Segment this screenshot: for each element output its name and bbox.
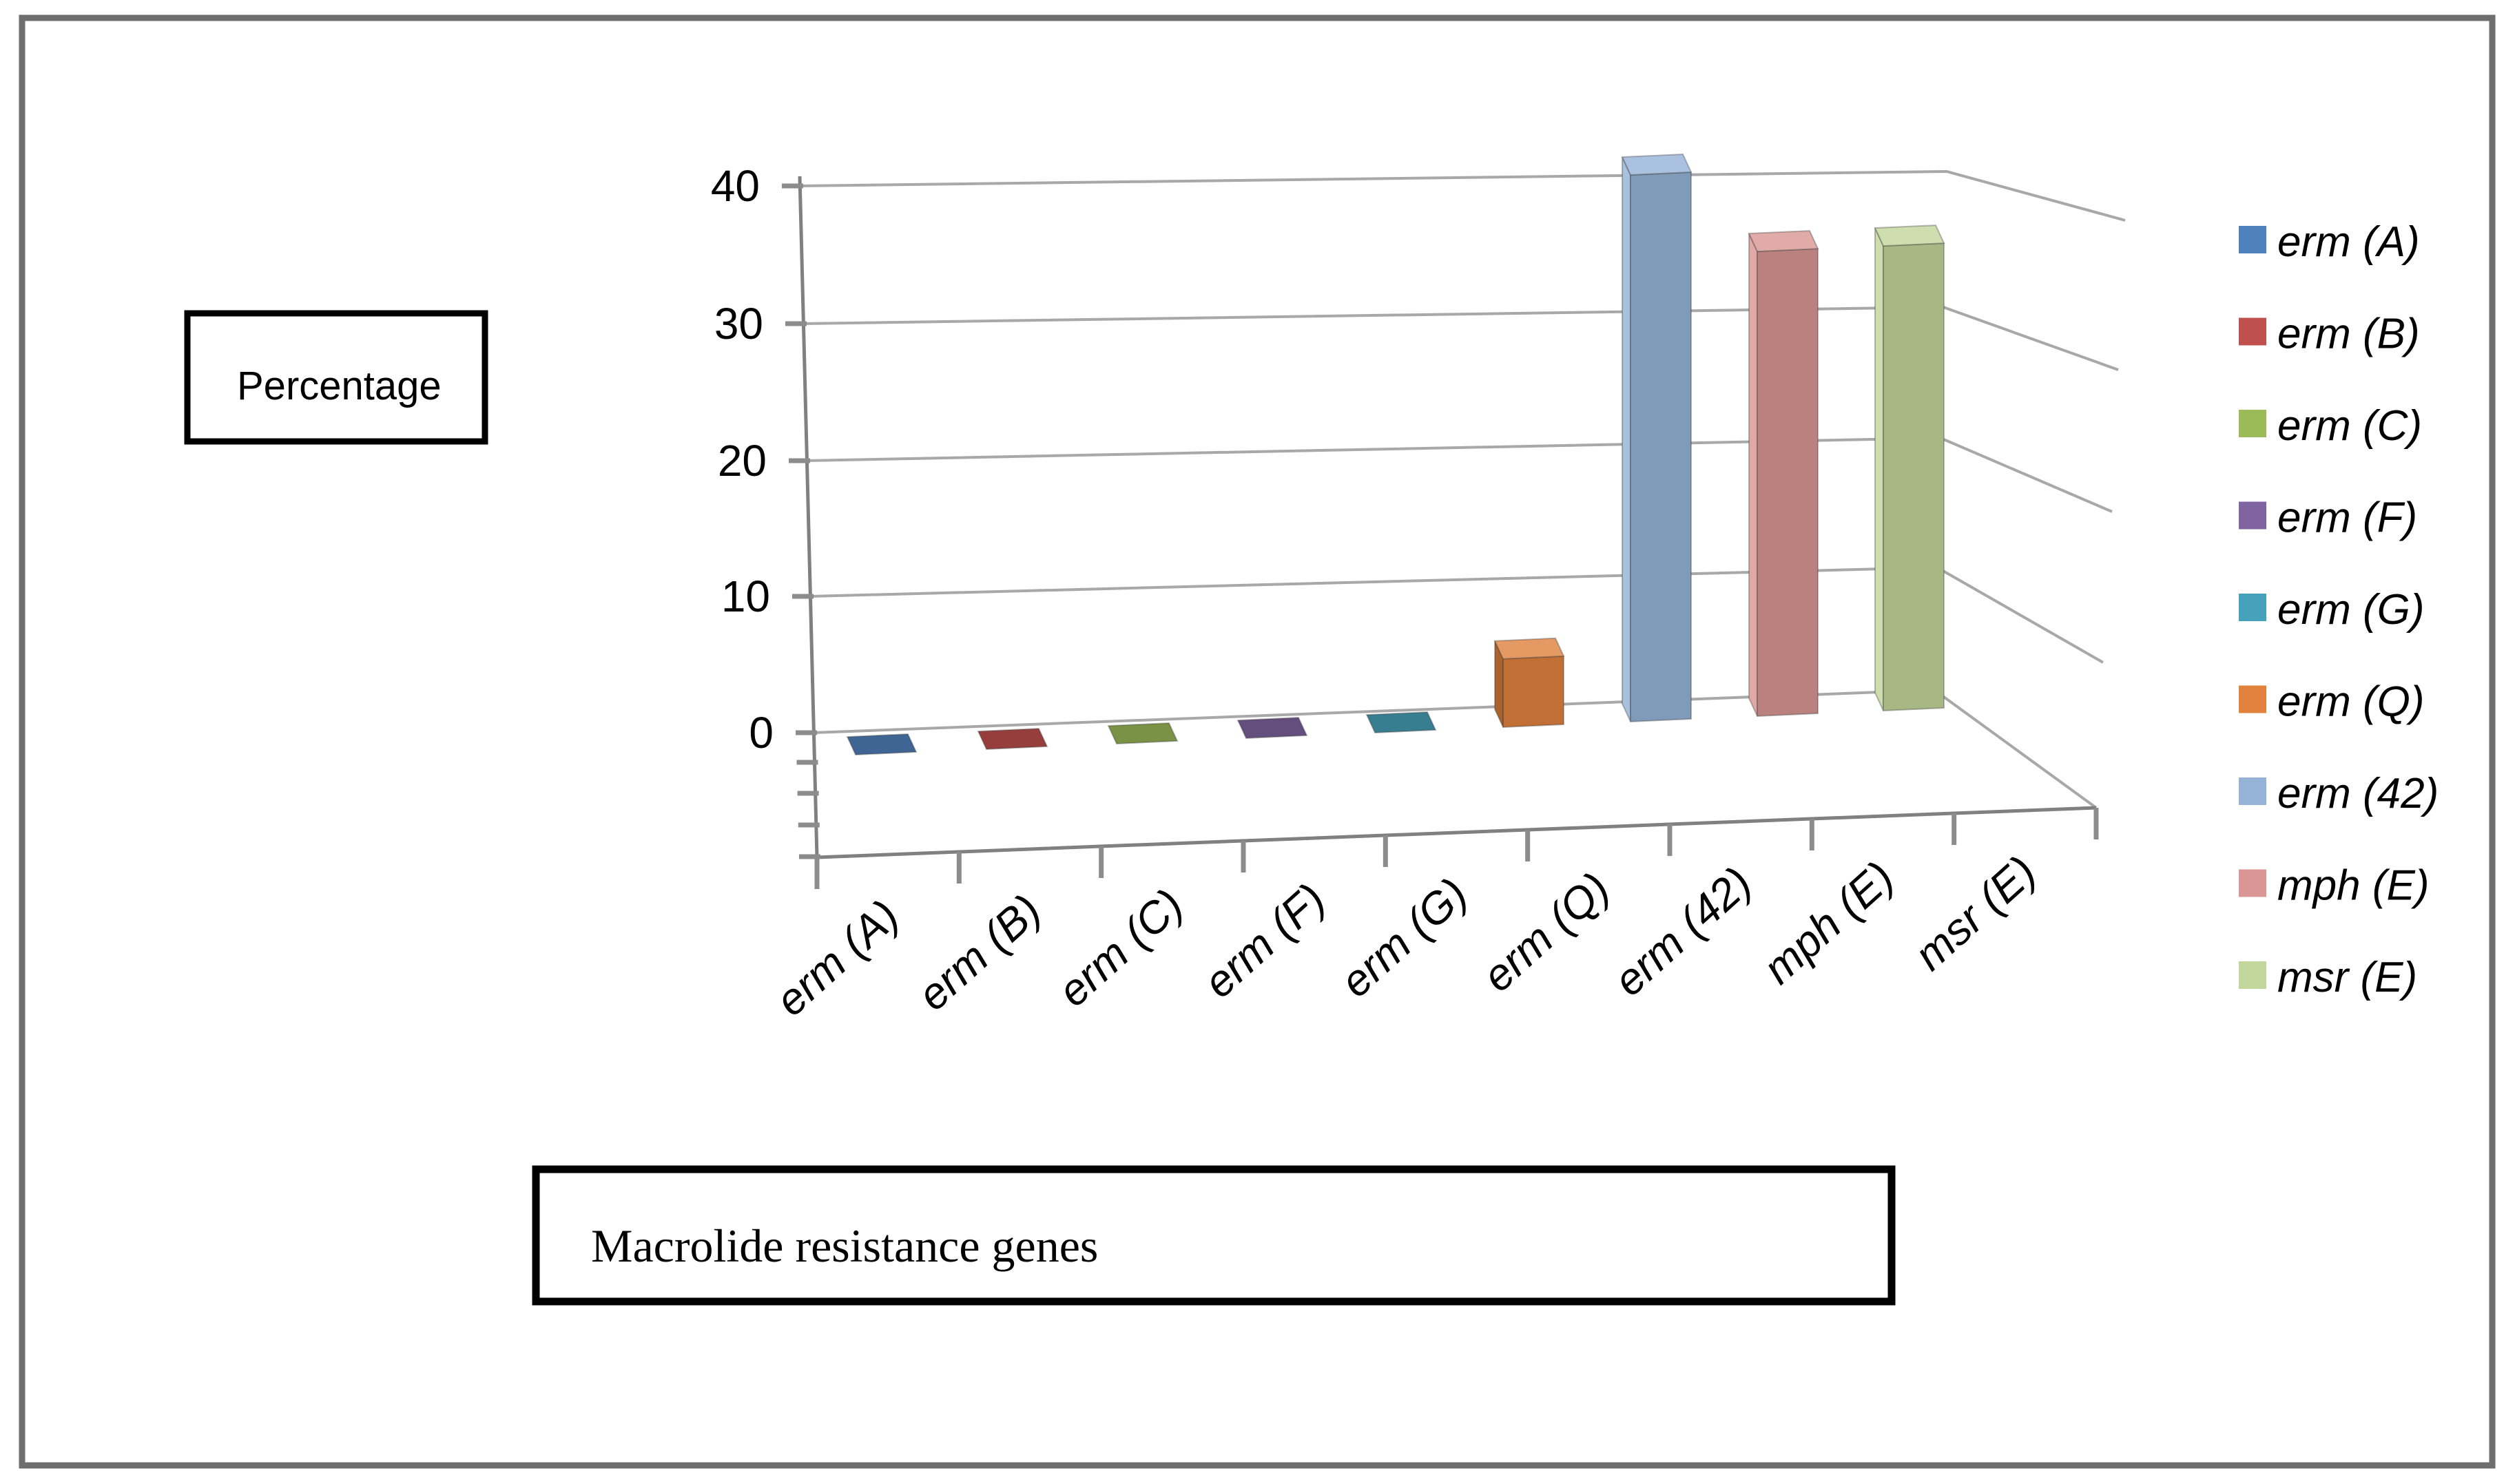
legend-label: erm (A)	[2277, 218, 2420, 266]
bar-side-face	[1874, 227, 1884, 711]
legend-label: erm (G)	[2277, 586, 2425, 634]
legend-swatch	[2239, 869, 2266, 897]
bar-top-face	[1107, 722, 1179, 745]
x-category-label: erm (B)	[908, 885, 1050, 1020]
legend-item: erm (C)	[2239, 402, 2422, 450]
legend-swatch	[2239, 777, 2266, 805]
bar-front-face	[1757, 248, 1819, 718]
x-axis-title-border	[532, 1165, 1896, 1306]
legend-item: erm (G)	[2239, 586, 2425, 634]
legend-label: erm (C)	[2277, 402, 2422, 450]
x-category-label: erm (Q)	[1473, 863, 1619, 1001]
legend: erm (A) erm (B) erm (C) erm (F) erm (G) erm (…	[2239, 218, 2439, 1001]
legend-item: msr (E)	[2239, 954, 2417, 1001]
bar-erm-G	[1365, 711, 1437, 734]
y-axis-title-border	[184, 310, 488, 445]
legend-swatch	[2239, 594, 2266, 621]
legend-swatch	[2239, 501, 2266, 530]
legend-swatch	[2239, 961, 2266, 989]
bar-top-face	[1748, 230, 1819, 253]
legend-item: erm (42)	[2239, 770, 2439, 817]
bar-top-face	[977, 727, 1048, 751]
y-tick-label-0: 0	[749, 708, 774, 757]
bar-erm-C	[1107, 722, 1179, 745]
legend-swatch	[2239, 317, 2266, 346]
legend-swatch	[2239, 226, 2266, 253]
legend-label: erm (F)	[2277, 494, 2417, 542]
bar-top-face	[1365, 711, 1437, 734]
bar-msr-E	[1874, 224, 1945, 712]
legend-swatch	[2239, 410, 2266, 437]
legend-item: erm (A)	[2239, 218, 2420, 266]
legend-label: mph (E)	[2277, 862, 2429, 910]
bar-top-face	[1874, 224, 1945, 247]
bar-erm-B	[977, 727, 1048, 751]
y-tick-label-20: 20	[718, 436, 767, 485]
bar-top-face	[1236, 716, 1308, 740]
bar-side-face	[1748, 233, 1758, 717]
x-axis-title: Macrolide resistance genes	[591, 1220, 1098, 1272]
legend-item: erm (B)	[2239, 311, 2420, 358]
figure-border	[19, 14, 2496, 1469]
legend-item: erm (Q)	[2239, 678, 2425, 726]
bar-erm-42	[1621, 153, 1693, 723]
x-axis-title-box: Macrolide resistance genes	[532, 1165, 1896, 1306]
x-category-label: erm (F)	[1194, 874, 1334, 1007]
bar-front-face	[1883, 242, 1945, 712]
bar-erm-A	[846, 733, 918, 756]
y-axis-labels: 0 10 20 30 40	[711, 161, 774, 757]
y-axis-title-box: Percentage	[184, 310, 488, 445]
x-category-label: erm (42)	[1604, 857, 1761, 1005]
legend-label: erm (B)	[2277, 311, 2420, 358]
x-category-label: mph (E)	[1754, 852, 1903, 994]
bar-top-face	[1621, 153, 1693, 176]
bar-front-face	[1630, 171, 1692, 723]
bar-erm-F	[1236, 716, 1308, 740]
bar-erm-Q	[1493, 637, 1565, 729]
bar-mph-E	[1748, 230, 1819, 718]
bar-side-face	[1622, 156, 1631, 722]
legend-item: erm (F)	[2239, 494, 2417, 542]
legend-label: erm (Q)	[2277, 678, 2425, 726]
bar-top-face	[846, 733, 918, 756]
y-axis-title: Percentage	[237, 364, 442, 408]
axes	[782, 176, 2099, 889]
legend-swatch	[2239, 685, 2266, 713]
legend-label: erm (42)	[2277, 770, 2439, 817]
y-tick-label-10: 10	[721, 572, 770, 621]
bar-front-face	[1502, 655, 1564, 729]
x-category-label: erm (A)	[766, 890, 909, 1025]
x-category-label: erm (C)	[1048, 879, 1192, 1016]
y-tick-label-40: 40	[711, 161, 760, 211]
x-category-label: erm (G)	[1331, 868, 1477, 1007]
y-tick-label-30: 30	[714, 299, 763, 348]
legend-label: msr (E)	[2277, 954, 2417, 1001]
gridline-40	[799, 169, 2126, 222]
x-category-label: msr (E)	[1905, 846, 2045, 980]
legend-item: mph (E)	[2239, 862, 2429, 910]
bars	[846, 153, 1945, 756]
bar-top-face	[1493, 637, 1565, 660]
